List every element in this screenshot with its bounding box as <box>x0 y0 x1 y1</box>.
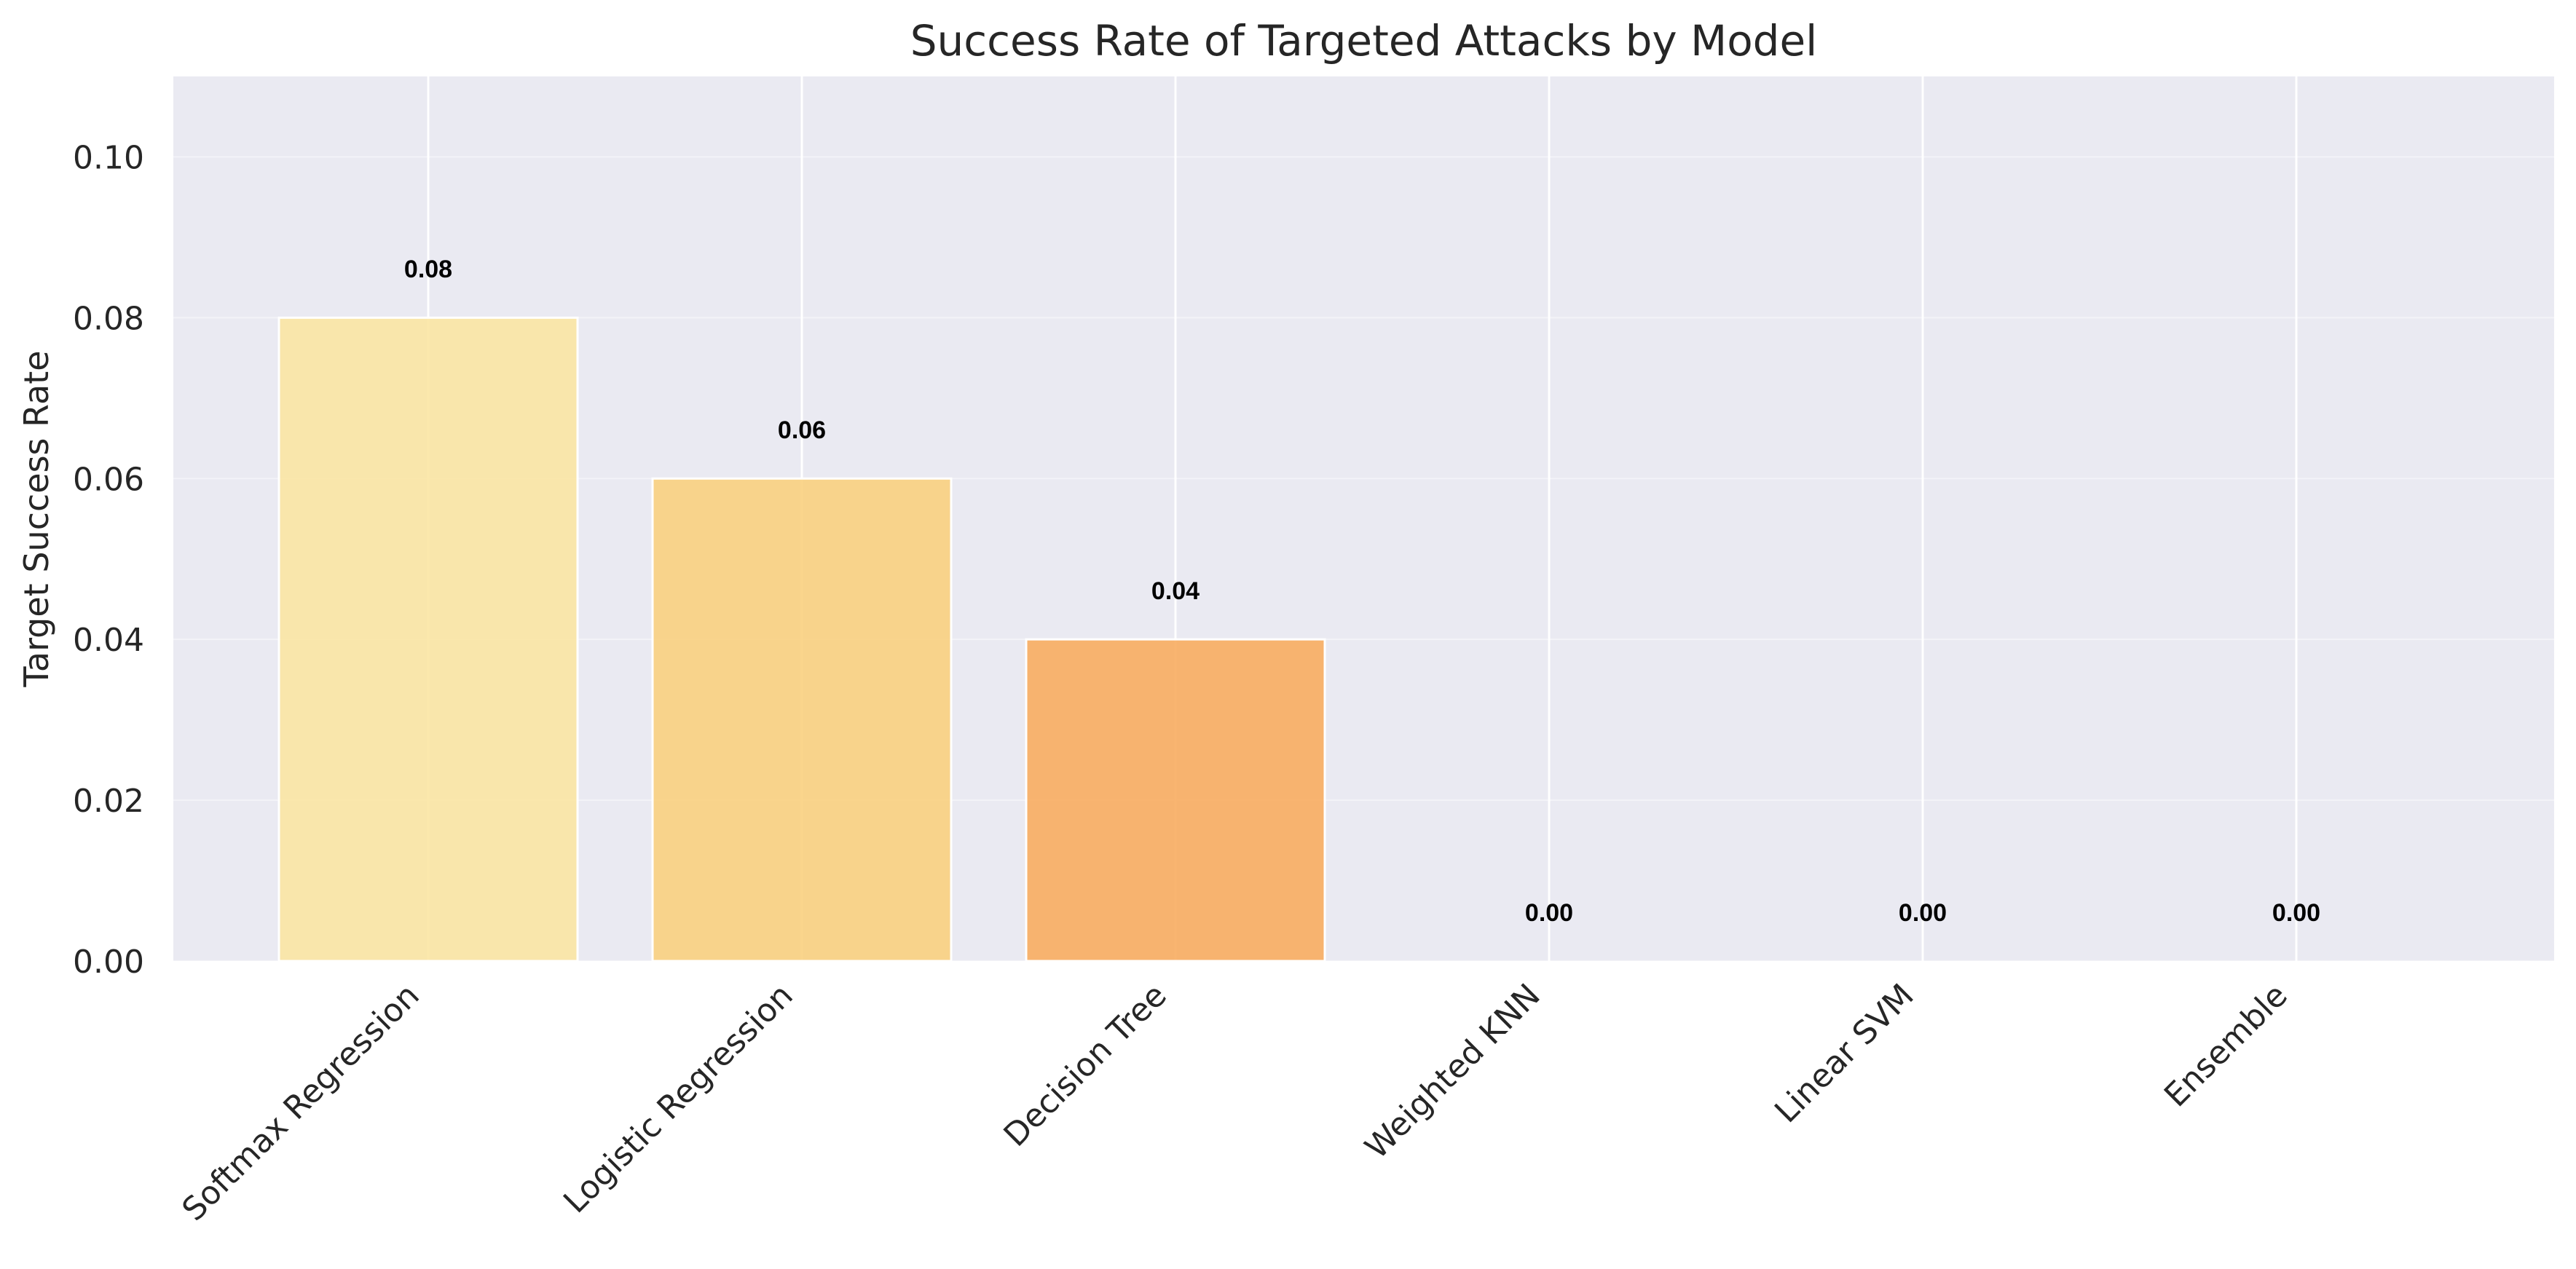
y-axis-label: Target Success Rate <box>17 350 56 687</box>
x-axis-ticks: Softmax Regression Logistic Regression Dec… <box>175 977 2294 1228</box>
x-tick-label: Decision Tree <box>997 977 1174 1154</box>
y-tick-label: 0.04 <box>73 622 144 659</box>
x-tick-label: Ensemble <box>2157 977 2295 1115</box>
data-label: 0.00 <box>1525 899 1573 927</box>
x-tick-label: Softmax Regression <box>175 977 426 1228</box>
data-label: 0.00 <box>2272 899 2320 927</box>
y-axis-ticks: 0.00 0.02 0.04 0.06 0.08 0.10 <box>73 139 144 981</box>
x-tick-label: Weighted KNN <box>1358 977 1548 1166</box>
y-tick-label: 0.08 <box>73 300 144 337</box>
data-labels: 0.08 0.06 0.04 0.00 0.00 0.00 <box>404 256 2320 927</box>
y-tick-label: 0.06 <box>73 461 144 498</box>
data-label: 0.04 <box>1151 577 1200 605</box>
x-tick-label: Linear SVM <box>1768 977 1921 1131</box>
chart-title: Success Rate of Targeted Attacks by Mode… <box>910 16 1818 66</box>
data-label: 0.00 <box>1899 899 1947 927</box>
data-label: 0.06 <box>778 416 826 444</box>
data-label: 0.08 <box>404 256 452 283</box>
y-tick-label: 0.10 <box>73 139 144 176</box>
bar <box>651 477 953 962</box>
y-tick-label: 0.00 <box>73 944 144 981</box>
bar <box>277 316 579 962</box>
y-tick-label: 0.02 <box>73 783 144 820</box>
x-tick-label: Logistic Regression <box>556 977 800 1221</box>
bars <box>277 316 1326 962</box>
bar <box>1025 638 1326 962</box>
